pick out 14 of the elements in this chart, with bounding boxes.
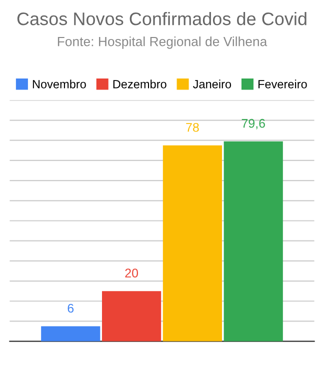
data-label: 6 [68, 304, 74, 313]
legend-label: Janeiro [193, 80, 232, 88]
chart-title: Casos Novos Confirmados de Covid [17, 12, 306, 26]
bar [224, 141, 283, 342]
legend-label: Novembro [32, 80, 86, 88]
bar [102, 291, 162, 342]
legend-label: Fevereiro [258, 80, 307, 88]
data-label: 79,6 [242, 118, 265, 130]
data-label: 20 [125, 268, 138, 278]
bar [41, 326, 100, 342]
bar [162, 145, 222, 342]
data-label: 78 [186, 122, 199, 132]
chart-subtitle: Fonte: Hospital Regional de Vilhena [58, 36, 268, 49]
legend-label: Dezembro [113, 80, 166, 88]
